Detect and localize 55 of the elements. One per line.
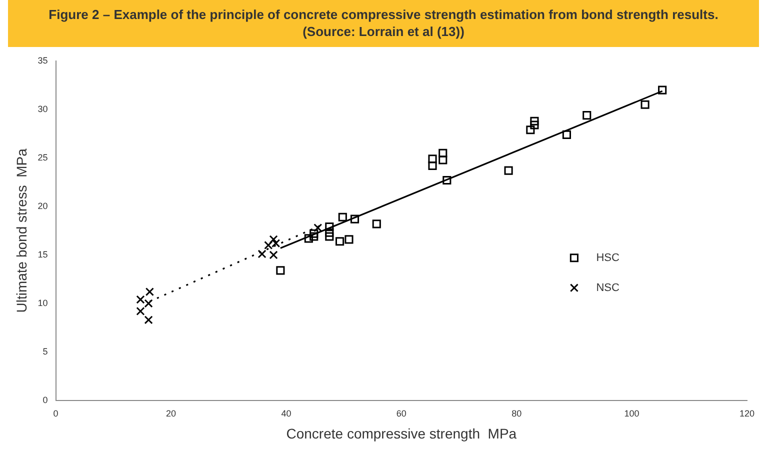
point	[310, 232, 318, 241]
legend-label: HSC	[596, 252, 620, 264]
point	[438, 148, 448, 158]
point	[658, 86, 667, 94]
point	[272, 239, 280, 248]
x-axis-title: Concrete compressive strength MPa	[286, 425, 517, 442]
point	[442, 176, 452, 185]
point	[136, 306, 145, 316]
y-tick-label: 0	[42, 394, 48, 405]
y-axis-title: Ultimate bond stress MPa	[13, 148, 30, 313]
point	[428, 154, 437, 164]
point	[264, 240, 273, 250]
point	[144, 299, 153, 308]
x-tick-label: 60	[396, 408, 406, 418]
point	[269, 250, 278, 260]
x-tick-label: 20	[166, 408, 176, 418]
y-tick-label: 15	[38, 249, 48, 260]
point	[335, 237, 344, 246]
point	[325, 222, 334, 232]
point	[372, 220, 381, 228]
point	[145, 288, 154, 296]
point	[258, 250, 266, 258]
legend-label: NSC	[596, 282, 620, 294]
point	[530, 116, 539, 126]
point	[640, 100, 650, 109]
point	[562, 130, 571, 139]
y-tick-label: 5	[42, 346, 48, 356]
point	[314, 224, 322, 232]
y-tick-label: 25	[38, 152, 48, 162]
x-tick-label: 120	[739, 408, 755, 418]
point	[136, 295, 145, 304]
point	[438, 156, 448, 164]
x-tick-label: 100	[624, 408, 640, 418]
point	[304, 234, 313, 243]
x-tick-label: 80	[512, 408, 522, 418]
point	[325, 232, 334, 241]
point	[582, 111, 592, 120]
y-tick-label: 10	[38, 298, 48, 308]
point	[344, 235, 354, 244]
x-tick-label: 40	[281, 408, 292, 418]
y-tick-label: 30	[38, 104, 48, 114]
point	[276, 266, 285, 275]
point	[338, 212, 347, 222]
x-tick-label: 0	[53, 408, 58, 418]
y-tick-label: 35	[38, 55, 48, 66]
point	[428, 161, 437, 170]
point	[325, 228, 334, 237]
point	[310, 229, 318, 238]
point	[530, 120, 539, 130]
point	[144, 316, 153, 324]
point	[526, 126, 535, 134]
point	[350, 214, 360, 224]
y-tick-label: 20	[38, 200, 48, 211]
point	[504, 166, 513, 175]
chart-title: Figure 2 – Example of the principle of concrete compressive strength estimation from bond strength results. (Source: Lorrain et al (13))	[8, 0, 759, 47]
